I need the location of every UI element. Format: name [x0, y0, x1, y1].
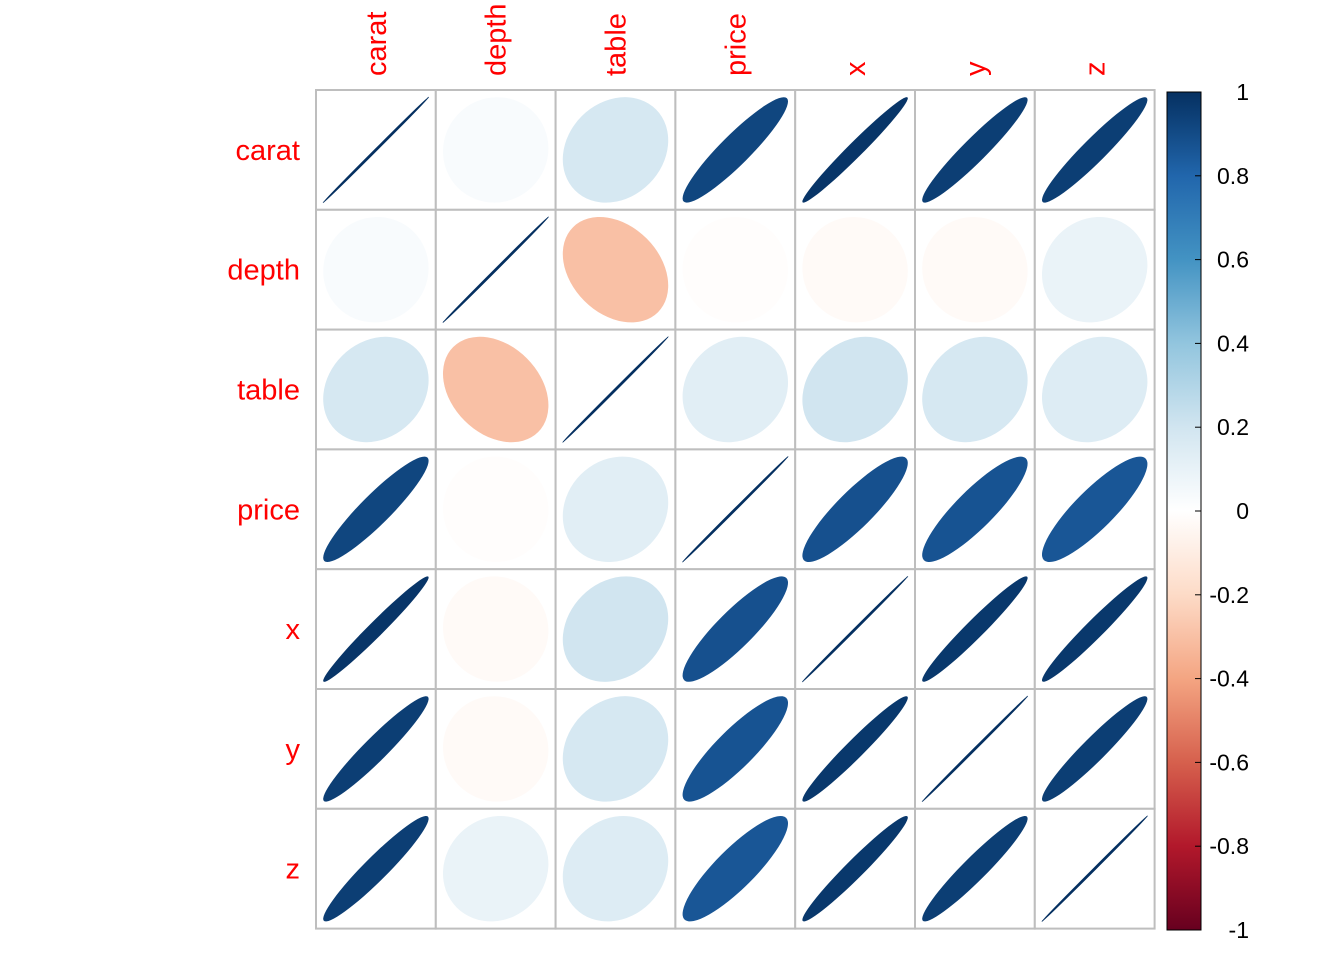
correlation-ellipse-carat-price	[682, 97, 789, 203]
column-label-y: y	[960, 61, 992, 76]
column-label-z: z	[1080, 62, 1112, 77]
colorbar-tick-label: 0.8	[1217, 163, 1249, 189]
correlation-ellipse-carat-z	[1041, 97, 1148, 203]
correlation-ellipse-price-table	[562, 456, 669, 563]
correlation-ellipse-x-depth	[442, 576, 549, 682]
correlation-ellipse-x-z	[1041, 576, 1148, 682]
colorbar-tick-label: -1	[1229, 917, 1249, 943]
correlation-ellipse-y-table	[562, 696, 669, 802]
correlation-ellipse-table-x	[802, 336, 908, 443]
correlation-ellipse-z-x	[802, 815, 908, 922]
correlation-ellipse-price-y	[922, 456, 1028, 563]
correlation-ellipse-table-carat	[323, 336, 429, 443]
colorbar-tick-label: -0.2	[1209, 582, 1249, 608]
correlation-ellipse-x-x	[801, 575, 909, 683]
correlation-ellipse-z-table	[562, 815, 669, 922]
matrix-cells	[315, 89, 1156, 930]
correlation-ellipse-depth-price	[682, 216, 789, 323]
correlation-ellipse-price-x	[802, 456, 908, 563]
correlation-ellipse-z-carat	[323, 815, 429, 922]
colorbar-tick-label: 0.4	[1217, 330, 1249, 356]
correlation-ellipse-table-z	[1041, 336, 1148, 443]
correlation-ellipse-depth-x	[802, 216, 908, 323]
correlation-ellipse-y-x	[802, 696, 908, 802]
correlation-ellipse-depth-carat	[323, 216, 429, 323]
correlation-ellipse-table-y	[922, 336, 1028, 443]
correlation-ellipse-y-y	[921, 695, 1029, 803]
column-label-price: price	[720, 13, 752, 76]
correlation-ellipse-price-z	[1041, 456, 1148, 563]
column-label-table: table	[601, 13, 633, 76]
correlation-ellipse-z-y	[922, 815, 1028, 922]
row-label-x: x	[286, 614, 301, 646]
correlation-ellipse-depth-depth	[442, 216, 550, 324]
column-label-x: x	[840, 61, 872, 76]
correlation-ellipse-x-carat	[323, 576, 429, 682]
correlation-ellipse-carat-table	[562, 97, 669, 203]
correlation-ellipse-table-table	[562, 336, 669, 443]
column-label-carat: carat	[361, 12, 393, 76]
colorbar-tick-label: 0	[1236, 498, 1249, 524]
row-labels: carat depth table price x y z	[227, 135, 300, 886]
correlation-ellipse-y-carat	[323, 696, 429, 802]
colorbar-tick-label: -0.4	[1209, 666, 1249, 692]
column-labels: carat depth table price x y z	[361, 3, 1112, 76]
correlation-ellipse-depth-z	[1041, 216, 1148, 323]
column-label-depth: depth	[481, 3, 513, 76]
correlation-ellipse-depth-y	[922, 216, 1028, 323]
row-label-table: table	[237, 375, 300, 407]
correlation-ellipse-z-z	[1041, 815, 1149, 923]
colorbar-tick-label: 0.2	[1217, 414, 1249, 440]
row-label-y: y	[286, 734, 301, 766]
colorbar-tick-label: -0.8	[1209, 833, 1249, 859]
correlation-ellipse-x-price	[682, 576, 789, 682]
correlation-ellipse-z-depth	[442, 815, 549, 922]
correlation-ellipse-y-depth	[442, 696, 549, 802]
correlation-ellipse-x-table	[562, 576, 669, 682]
colorbar-tick-label: 1	[1236, 79, 1249, 105]
correlation-ellipse-price-price	[681, 455, 789, 563]
correlation-ellipse-depth-table	[562, 216, 669, 323]
row-label-carat: carat	[236, 135, 300, 167]
colorbar-tick-label: 0.6	[1217, 247, 1249, 273]
correlation-ellipse-z-price	[682, 815, 789, 922]
correlation-ellipse-x-y	[922, 576, 1028, 682]
row-label-z: z	[286, 854, 301, 886]
correlation-ellipse-y-z	[1041, 696, 1148, 802]
correlation-ellipse-table-depth	[442, 336, 549, 443]
correlation-ellipse-y-price	[682, 696, 789, 802]
correlation-ellipse-price-depth	[442, 456, 549, 563]
row-label-depth: depth	[227, 255, 300, 287]
correlation-ellipse-carat-carat	[322, 96, 430, 204]
colorbar: 1 0.8 0.6 0.4 0.2 0 -0.2 -0.4 -0.6 -0.8 -1	[1166, 79, 1249, 943]
correlation-ellipse-table-price	[682, 336, 789, 443]
correlation-ellipse-carat-y	[922, 97, 1028, 203]
correlation-ellipse-carat-depth	[442, 97, 549, 203]
row-label-price: price	[237, 494, 300, 526]
correlation-ellipse-price-carat	[323, 456, 429, 563]
correlation-ellipse-carat-x	[802, 97, 908, 203]
colorbar-tick-label: -0.6	[1209, 749, 1249, 775]
